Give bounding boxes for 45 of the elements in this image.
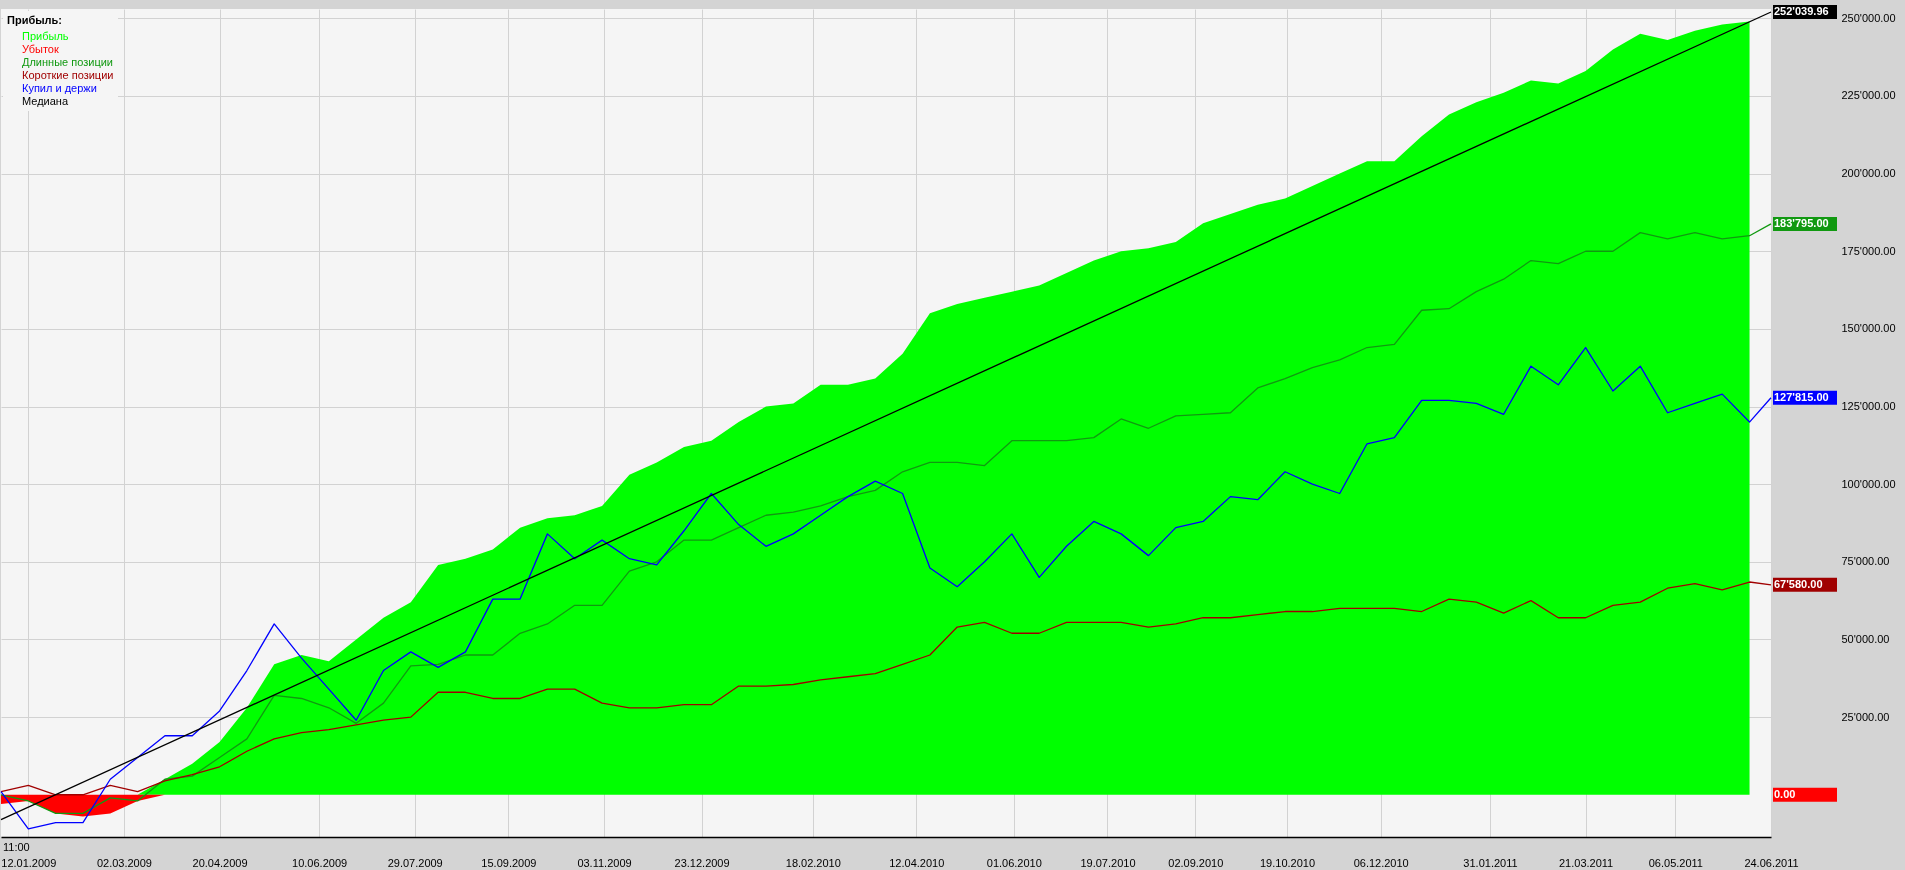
y-tick-label: 75'000.00 [1841, 555, 1890, 568]
text: Убыток [22, 42, 59, 55]
data-label: 67'580.00 [1774, 577, 1823, 590]
x-tick-label: 24.06.2011 [1744, 856, 1799, 869]
data-label: 127'815.00 [1774, 390, 1829, 403]
text: Прибыль [22, 29, 69, 42]
x-tick-label: 15.09.2009 [481, 856, 537, 869]
x-tick-label: 02.03.2009 [96, 856, 152, 869]
line-series [0, 346, 1772, 830]
x-tick-label: 19.07.2010 [1080, 856, 1136, 869]
x-tick-label: 23.12.2009 [674, 856, 730, 869]
x-tick-label: 12.01.2009 [1, 856, 57, 869]
y-tick-label: 150'000.00 [1841, 322, 1896, 335]
x-tick-label: 21.03.2011 [1558, 856, 1614, 869]
data-label: 183'795.00 [1774, 216, 1829, 229]
line-series [0, 223, 1772, 815]
x-tick-label: 06.12.2010 [1353, 856, 1409, 869]
y-tick-label: 125'000.00 [1841, 400, 1896, 413]
y-tick-label: 100'000.00 [1841, 477, 1896, 490]
x-tick-label: 01.06.2010 [986, 856, 1042, 869]
y-tick-label: 200'000.00 [1841, 167, 1896, 180]
x-tick-label: 20.04.2009 [192, 856, 248, 869]
legend-title: Прибыль: [7, 14, 62, 26]
y-tick-label: 50'000.00 [1841, 632, 1890, 645]
y-tick-label: 175'000.00 [1841, 244, 1896, 257]
x-tick-label: 12.04.2010 [889, 856, 945, 869]
x-tick-label: 03.11.2009 [577, 856, 632, 869]
text: Длинные позиции [22, 55, 113, 68]
data-label: 252'039.96 [1774, 4, 1829, 17]
y-tick-label: 25'000.00 [1841, 710, 1890, 723]
text: Медиана [22, 94, 69, 107]
x-tick-label: 10.06.2009 [292, 856, 348, 869]
text: Купил и держи [22, 81, 97, 94]
y-tick-label: 225'000.00 [1841, 89, 1896, 102]
x-tick-label: 19.10.2010 [1260, 856, 1316, 869]
text: 11:00 [3, 841, 30, 853]
x-tick-label: 31.01.2011 [1463, 856, 1518, 869]
x-tick-label: 18.02.2010 [785, 856, 841, 869]
x-tick-label: 29.07.2009 [387, 856, 443, 869]
data-label: 0.00 [1774, 787, 1796, 800]
text: Короткие позиции [22, 68, 114, 81]
y-tick-label: 250'000.00 [1841, 11, 1896, 24]
x-tick-label: 02.09.2010 [1168, 856, 1224, 869]
line-series [0, 581, 1772, 796]
x-tick-label: 06.05.2011 [1648, 856, 1703, 869]
